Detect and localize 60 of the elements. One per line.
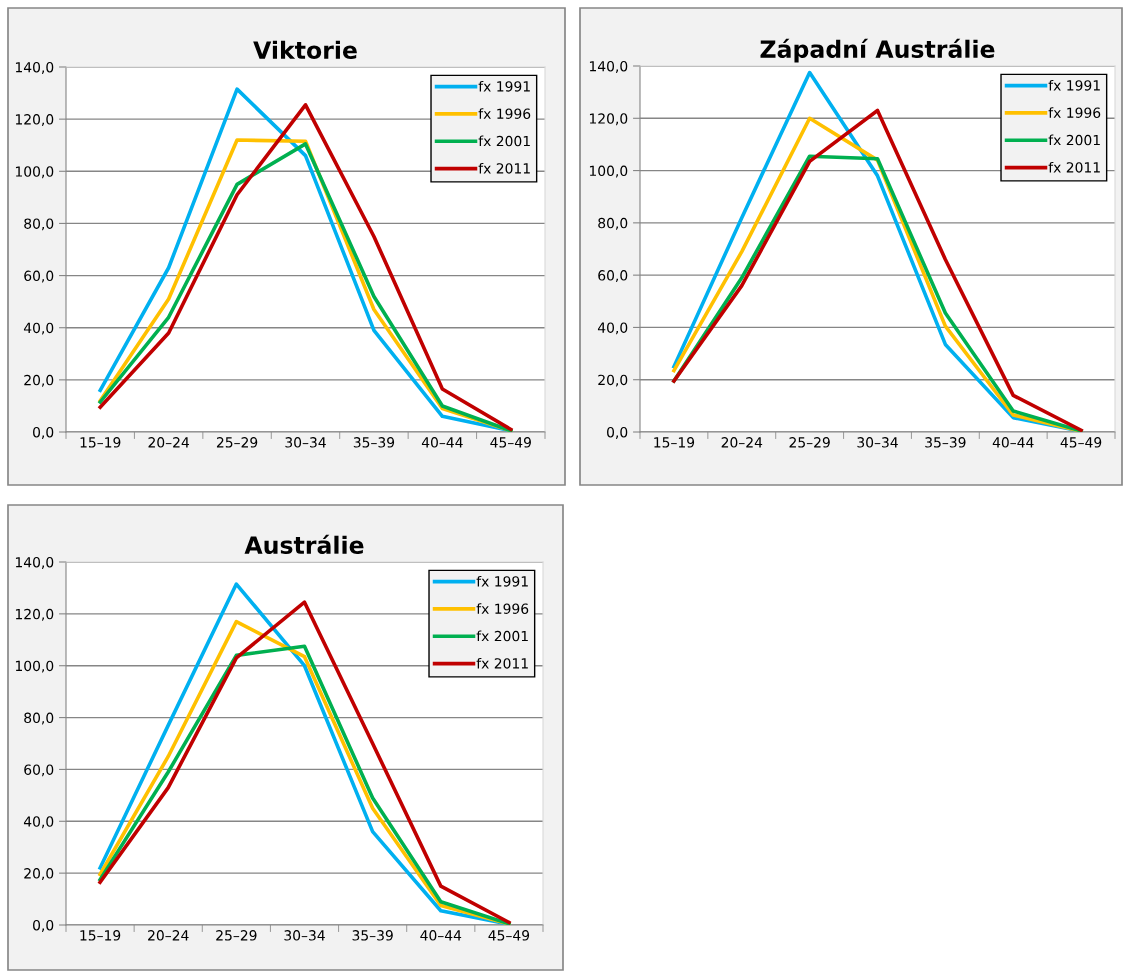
y-tick-label: 100,0 [589,165,628,178]
y-tick-label: 100,0 [15,660,54,673]
y-tick-label: 60,0 [24,764,54,777]
legend-label: fx 2001 [478,135,530,147]
x-tick-label: 15–19 [80,930,121,941]
x-tick-label: 35–39 [352,930,393,941]
legend-label: fx 2011 [1048,161,1100,173]
x-tick-label: 45–49 [1060,437,1102,448]
chart-title: Západní Austrálie [760,38,995,63]
y-tick-label: 140,0 [15,61,54,74]
x-tick-label: 30–34 [284,930,325,941]
y-tick-label: 120,0 [589,113,628,126]
y-tick-label: 0,0 [33,919,54,932]
y-tick-label: 100,0 [15,166,54,179]
legend-label: fx 2001 [1048,134,1100,146]
y-tick-label: 0,0 [33,426,54,439]
legend-label: fx 1991 [1048,79,1100,91]
y-tick-label: 40,0 [597,322,628,335]
legend-label: fx 1996 [1048,107,1101,118]
x-tick-label: 20–24 [148,437,190,448]
legend-label: fx 1991 [478,80,530,92]
legend-label: fx 1991 [476,575,528,587]
y-tick-label: 0,0 [607,426,628,439]
y-tick-label: 80,0 [24,218,54,231]
y-tick-label: 20,0 [24,374,54,387]
chart-title: Austrálie [244,534,364,554]
legend-label: fx 1996 [478,108,531,119]
y-tick-label: 80,0 [598,217,628,230]
x-tick-label: 30–34 [285,437,326,448]
x-tick-label: 15–19 [654,437,695,448]
legend-label: fx 2011 [476,657,528,669]
x-tick-label: 25–29 [216,930,257,941]
y-tick-label: 120,0 [15,608,54,621]
y-tick-label: 80,0 [24,712,54,725]
x-tick-label: 45–49 [488,930,530,941]
y-tick-label: 40,0 [23,816,54,829]
chart-title: Viktorie [253,40,357,59]
x-tick-label: 15–19 [80,437,121,448]
x-tick-label: 25–29 [216,437,258,448]
y-tick-label: 120,0 [15,114,54,127]
x-tick-label: 45–49 [490,437,531,448]
x-tick-label: 40–44 [992,437,1034,448]
x-tick-label: 35–39 [925,437,966,448]
x-tick-label: 20–24 [148,930,189,941]
y-tick-label: 60,0 [24,270,54,283]
legend-label: fx 2001 [476,630,528,642]
y-tick-label: 60,0 [598,270,628,283]
x-tick-label: 40–44 [421,437,463,448]
y-tick-label: 20,0 [24,868,54,881]
legend-label: fx 2011 [478,162,530,174]
y-tick-label: 140,0 [15,556,54,569]
x-tick-label: 40–44 [420,930,462,941]
y-tick-label: 20,0 [598,374,628,387]
y-tick-label: 140,0 [589,60,628,73]
x-tick-label: 25–29 [789,437,830,448]
x-tick-label: 35–39 [353,437,395,448]
x-tick-label: 30–34 [857,437,898,448]
y-tick-label: 40,0 [23,322,54,335]
x-tick-label: 20–24 [721,437,763,448]
legend-label: fx 1996 [476,603,529,614]
